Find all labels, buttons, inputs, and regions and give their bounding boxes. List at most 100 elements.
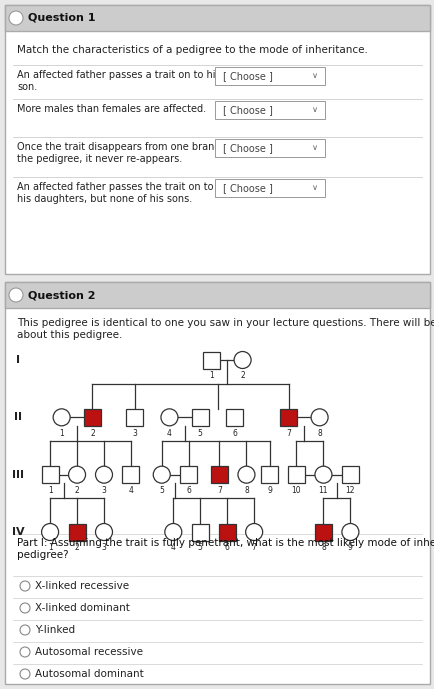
Text: 7: 7	[286, 429, 291, 438]
Text: [ Choose ]: [ Choose ]	[223, 105, 272, 115]
Circle shape	[20, 669, 30, 679]
Bar	[214, 139, 324, 157]
Circle shape	[53, 409, 70, 426]
Circle shape	[341, 524, 358, 540]
Text: 2: 2	[240, 371, 244, 380]
Text: 8: 8	[243, 486, 248, 495]
Text: 4: 4	[171, 544, 175, 553]
Circle shape	[95, 466, 112, 483]
Text: I: I	[16, 355, 20, 365]
Circle shape	[153, 466, 170, 483]
Text: 1: 1	[59, 429, 64, 438]
Text: 9: 9	[266, 486, 271, 495]
Bar	[5, 5, 429, 31]
Text: II: II	[14, 412, 22, 422]
Text: 5: 5	[197, 429, 202, 438]
Text: 12: 12	[345, 486, 354, 495]
Text: Y-linked: Y-linked	[35, 625, 75, 635]
Text: 6: 6	[232, 429, 237, 438]
Text: 8: 8	[316, 429, 321, 438]
Circle shape	[20, 603, 30, 613]
Bar	[191, 409, 208, 426]
Bar	[5, 282, 429, 308]
Bar	[314, 524, 331, 540]
Circle shape	[314, 466, 331, 483]
Circle shape	[237, 466, 254, 483]
Circle shape	[9, 11, 23, 25]
Text: 3: 3	[101, 486, 106, 495]
Text: IV: IV	[12, 527, 24, 537]
Circle shape	[245, 524, 262, 540]
Text: 3: 3	[132, 429, 137, 438]
Circle shape	[161, 409, 178, 426]
Text: 7: 7	[217, 486, 221, 495]
Text: 9: 9	[347, 544, 352, 553]
Text: More males than females are affected.: More males than females are affected.	[17, 104, 206, 114]
Bar	[69, 524, 85, 540]
Bar	[126, 409, 143, 426]
Bar	[42, 466, 59, 483]
Circle shape	[233, 351, 250, 369]
Bar	[203, 351, 220, 369]
Text: Once the trait disappears from one branch of
the pedigree, it never re-appears.: Once the trait disappears from one branc…	[17, 142, 238, 163]
Bar	[210, 466, 227, 483]
Bar	[122, 466, 139, 483]
Bar	[218, 524, 235, 540]
Text: This pedigree is identical to one you saw in your lecture questions. There will : This pedigree is identical to one you sa…	[17, 318, 434, 340]
Bar	[279, 409, 296, 426]
Text: X-linked recessive: X-linked recessive	[35, 581, 129, 591]
Bar	[5, 5, 429, 274]
Bar	[287, 466, 304, 483]
Bar	[214, 67, 324, 85]
Text: [ Choose ]: [ Choose ]	[223, 71, 272, 81]
Bar	[180, 466, 197, 483]
Circle shape	[164, 524, 181, 540]
Circle shape	[9, 288, 23, 302]
Text: X-linked dominant: X-linked dominant	[35, 603, 130, 613]
Circle shape	[310, 409, 327, 426]
Text: 3: 3	[101, 544, 106, 553]
Circle shape	[20, 647, 30, 657]
Bar	[260, 466, 277, 483]
Text: ∨: ∨	[311, 72, 317, 81]
Text: 2: 2	[75, 544, 79, 553]
Text: 5: 5	[197, 544, 202, 553]
Text: Part I: Assuming the trait is fully penetrant, what is the most likely mode of i: Part I: Assuming the trait is fully pene…	[17, 538, 434, 559]
Text: ∨: ∨	[311, 105, 317, 114]
Text: 4: 4	[128, 486, 133, 495]
Text: 11: 11	[318, 486, 327, 495]
Text: Question 1: Question 1	[28, 13, 95, 23]
Text: ∨: ∨	[311, 143, 317, 152]
Circle shape	[42, 524, 59, 540]
Bar	[5, 282, 429, 684]
Bar	[214, 179, 324, 197]
Text: Autosomal dominant: Autosomal dominant	[35, 669, 143, 679]
Text: 6: 6	[186, 486, 191, 495]
Bar	[214, 101, 324, 119]
Text: 6: 6	[224, 544, 229, 553]
Text: ∨: ∨	[311, 183, 317, 192]
Circle shape	[95, 524, 112, 540]
Text: [ Choose ]: [ Choose ]	[223, 183, 272, 193]
Bar	[341, 466, 358, 483]
Text: 10: 10	[291, 486, 301, 495]
Text: Autosomal recessive: Autosomal recessive	[35, 647, 143, 657]
Text: 4: 4	[167, 429, 171, 438]
Text: An affected father passes the trait on to all
his daughters, but none of his son: An affected father passes the trait on t…	[17, 182, 227, 204]
Circle shape	[69, 466, 85, 483]
Text: 7: 7	[251, 544, 256, 553]
Text: 1: 1	[209, 371, 214, 380]
Circle shape	[20, 581, 30, 591]
Bar	[191, 524, 208, 540]
Text: Match the characteristics of a pedigree to the mode of inheritance.: Match the characteristics of a pedigree …	[17, 45, 367, 55]
Bar	[226, 409, 243, 426]
Text: 1: 1	[48, 544, 53, 553]
Text: 5: 5	[159, 486, 164, 495]
Bar	[84, 409, 101, 426]
Text: 2: 2	[90, 429, 95, 438]
Text: An affected father passes a trait on to his
son.: An affected father passes a trait on to …	[17, 70, 220, 92]
Text: 1: 1	[48, 486, 53, 495]
Text: Question 2: Question 2	[28, 290, 95, 300]
Circle shape	[20, 625, 30, 635]
Text: 8: 8	[320, 544, 325, 553]
